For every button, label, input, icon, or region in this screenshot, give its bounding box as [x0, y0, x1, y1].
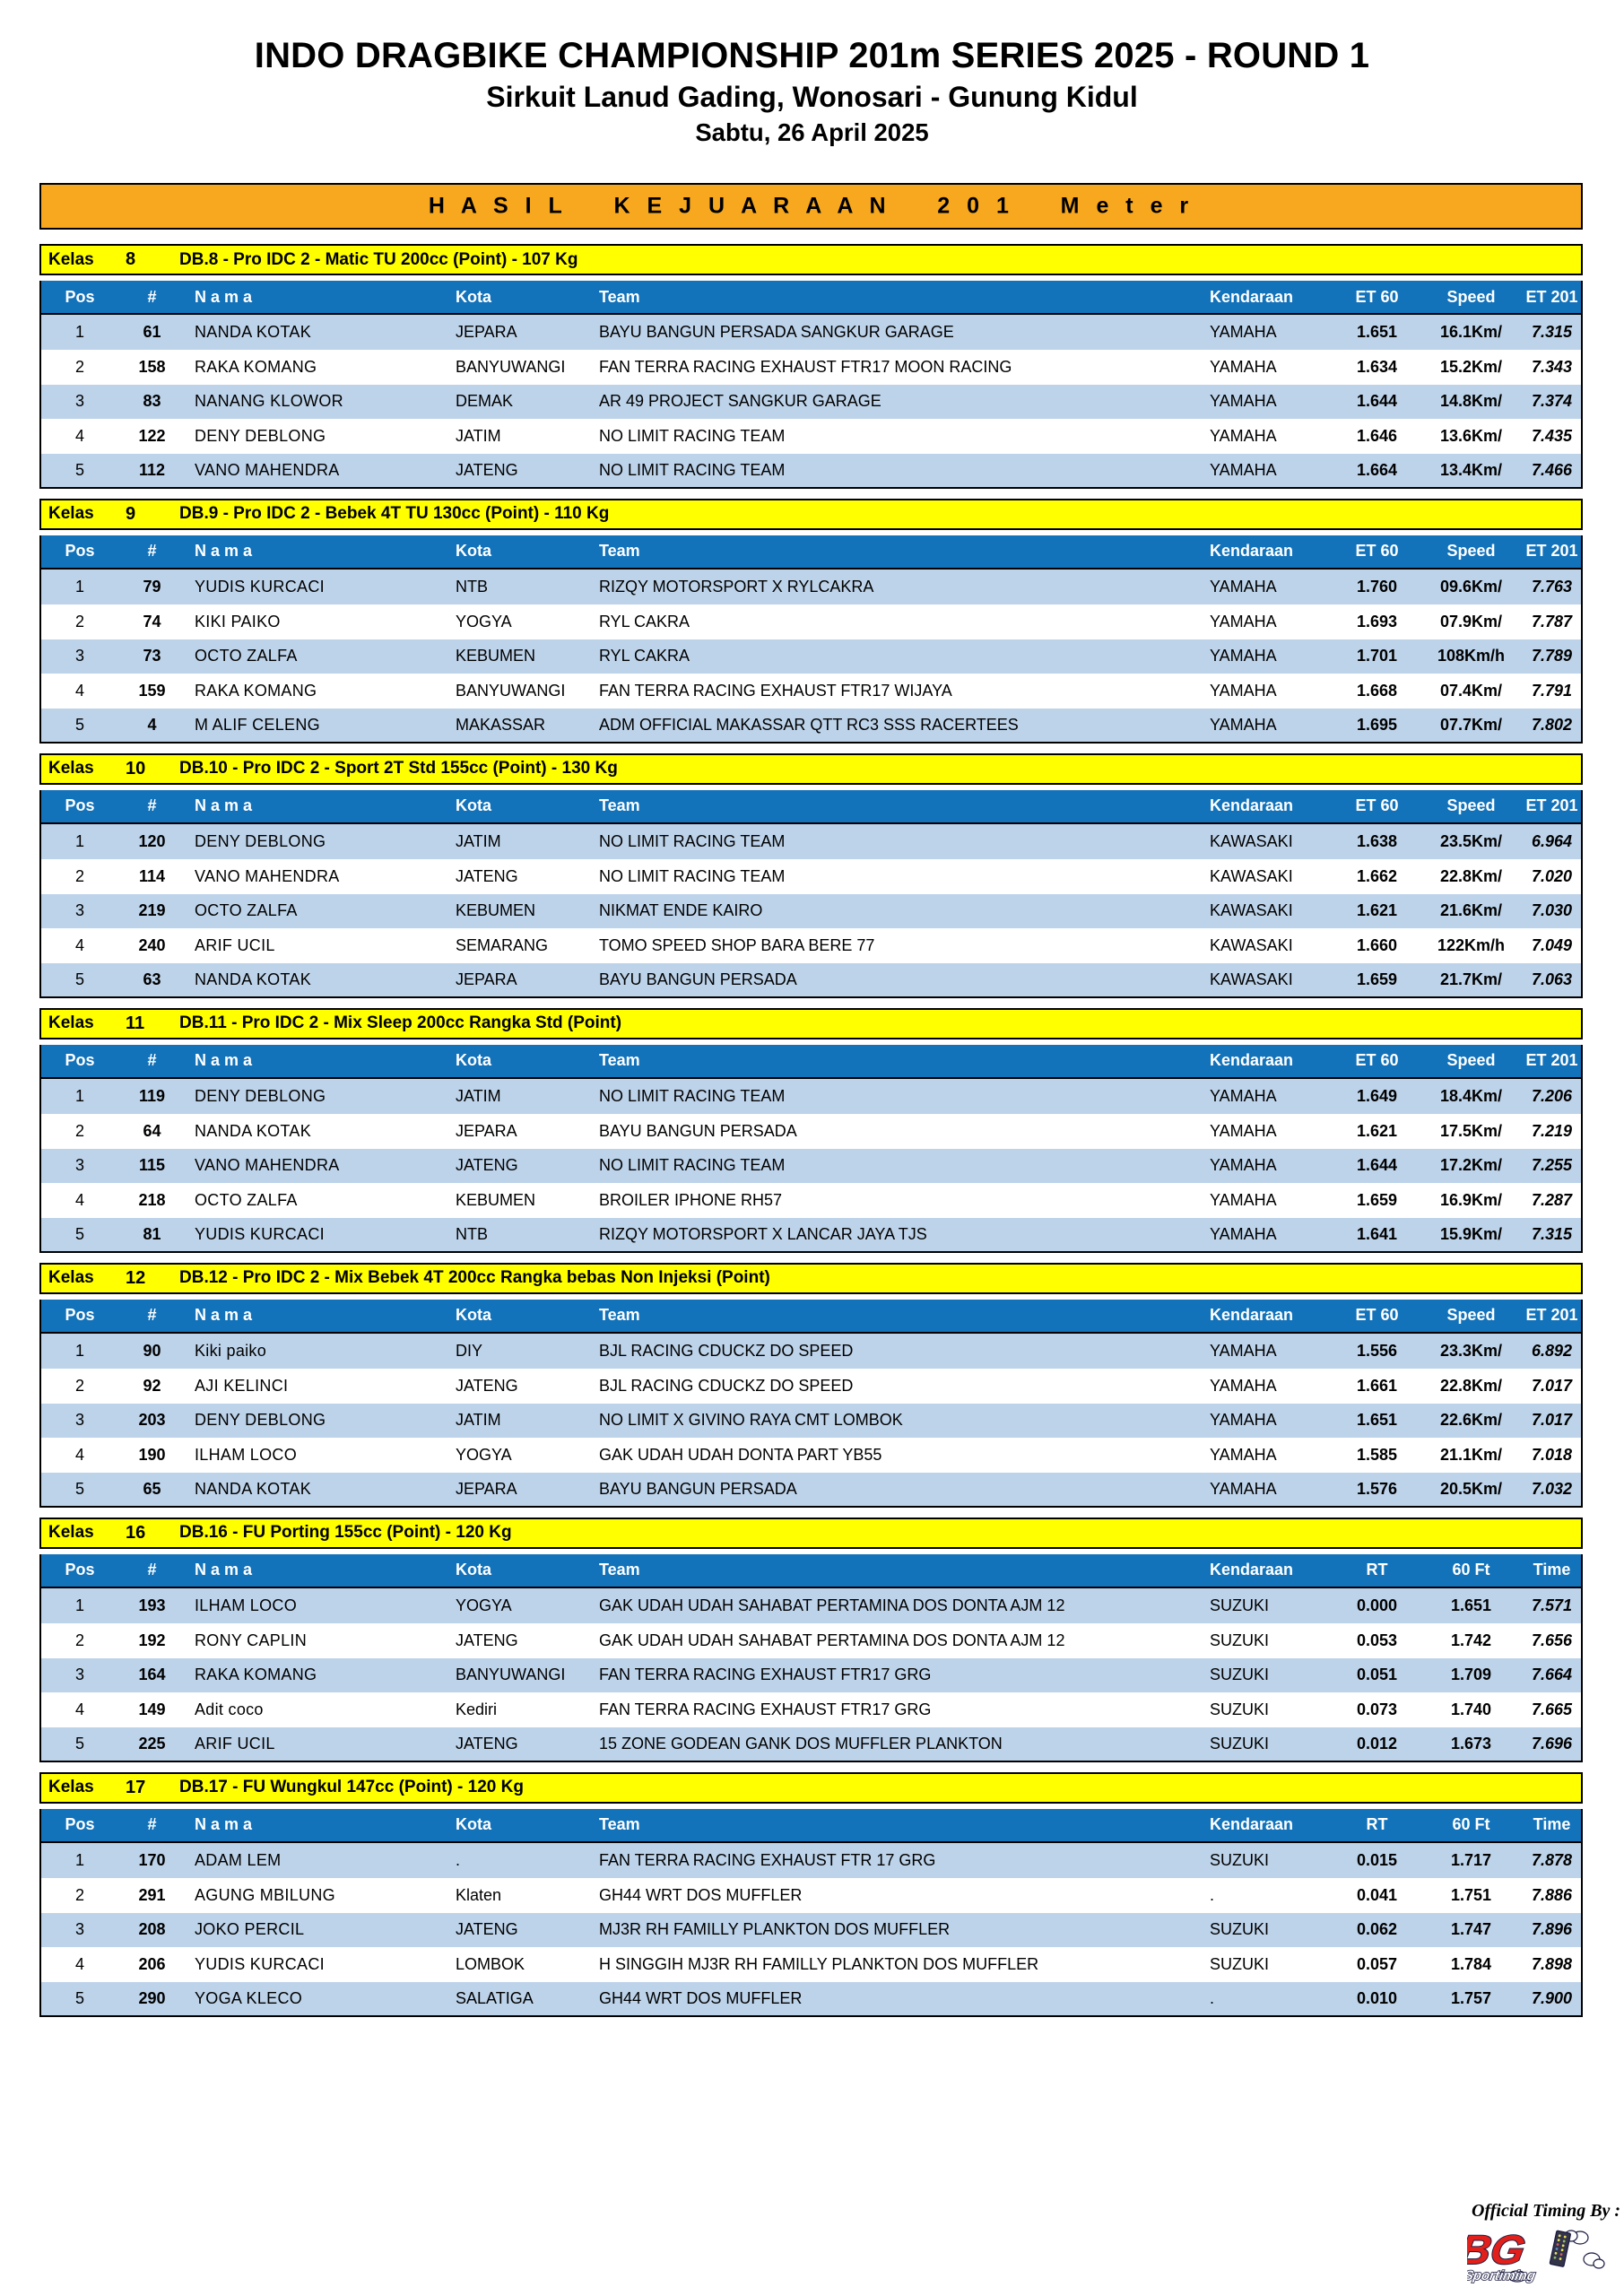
svg-text:Sportiming: Sportiming [1467, 2268, 1537, 2283]
svg-text:BG: BG [1467, 2230, 1529, 2273]
